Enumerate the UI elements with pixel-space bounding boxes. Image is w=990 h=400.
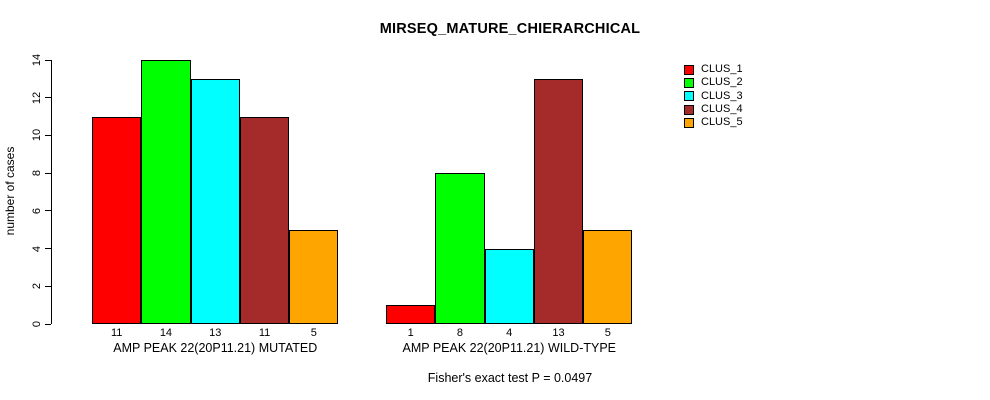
legend-swatch-clus_3	[684, 91, 694, 102]
bar-clus_5	[583, 229, 633, 324]
legend-item: CLUS_1	[684, 63, 743, 76]
legend-swatch-clus_1	[684, 64, 694, 75]
legend: CLUS_1 CLUS_2 CLUS_3 CLUS_4 CLUS_5	[684, 63, 743, 129]
chart-title: MIRSEQ_MATURE_CHIERARCHICAL	[379, 21, 641, 37]
y-tick-mark	[45, 97, 51, 99]
bar-clus_1	[386, 305, 436, 324]
bar-clus_3	[484, 248, 534, 324]
bar-value-label: 11	[110, 327, 123, 339]
x-axis-group-label: AMP PEAK 22(20P11.21) WILD-TYPE	[402, 341, 617, 355]
legend-swatch-clus_4	[684, 104, 694, 115]
bar-clus_4	[239, 116, 290, 324]
y-tick-label: 6	[31, 207, 43, 214]
legend-item: CLUS_4	[684, 103, 743, 116]
legend-swatch-clus_5	[684, 117, 694, 128]
bar-value-label: 5	[310, 327, 317, 339]
y-tick-label: 12	[31, 91, 43, 104]
bar-value-label: 11	[258, 327, 271, 339]
y-tick-mark	[45, 285, 51, 287]
bar-value-label: 13	[209, 327, 222, 339]
bar-value-label: 4	[506, 327, 513, 339]
bar-clus_2	[141, 60, 191, 324]
bar-clus_5	[289, 229, 339, 324]
x-axis-group-label: AMP PEAK 22(20P11.21) MUTATED	[113, 341, 318, 355]
bar-clus_1	[92, 116, 142, 324]
legend-label: CLUS_2	[701, 76, 743, 89]
legend-label: CLUS_5	[701, 116, 743, 129]
y-tick-label: 2	[31, 283, 43, 290]
bar-clus_3	[190, 78, 240, 324]
bar-value-label: 1	[407, 327, 414, 339]
y-tick-mark	[45, 323, 51, 325]
y-tick-label: 10	[31, 129, 43, 142]
bar-value-label: 14	[159, 327, 173, 339]
bar-value-label: 5	[604, 327, 611, 339]
y-tick-label: 14	[31, 53, 43, 67]
legend-swatch-clus_2	[684, 77, 694, 88]
y-axis-line	[51, 60, 52, 324]
bar-value-label: 13	[552, 327, 565, 339]
y-tick-mark	[45, 134, 51, 136]
bar-clus_2	[435, 173, 485, 324]
y-tick-label: 0	[31, 320, 43, 328]
bar-value-label: 8	[456, 327, 463, 339]
y-tick-mark	[45, 210, 51, 212]
legend-label: CLUS_1	[701, 63, 743, 76]
y-tick-mark	[45, 248, 51, 250]
y-tick-label: 4	[31, 245, 43, 252]
legend-label: CLUS_4	[701, 103, 743, 116]
y-tick-mark	[45, 59, 51, 61]
fisher-test-caption: Fisher's exact test P = 0.0497	[427, 371, 593, 385]
y-tick-mark	[45, 172, 51, 174]
legend-item: CLUS_5	[684, 116, 743, 129]
legend-item: CLUS_2	[684, 76, 743, 89]
y-tick-label: 8	[31, 170, 43, 177]
legend-label: CLUS_3	[701, 89, 743, 102]
bar-clus_4	[533, 78, 584, 324]
legend-item: CLUS_3	[684, 90, 743, 103]
